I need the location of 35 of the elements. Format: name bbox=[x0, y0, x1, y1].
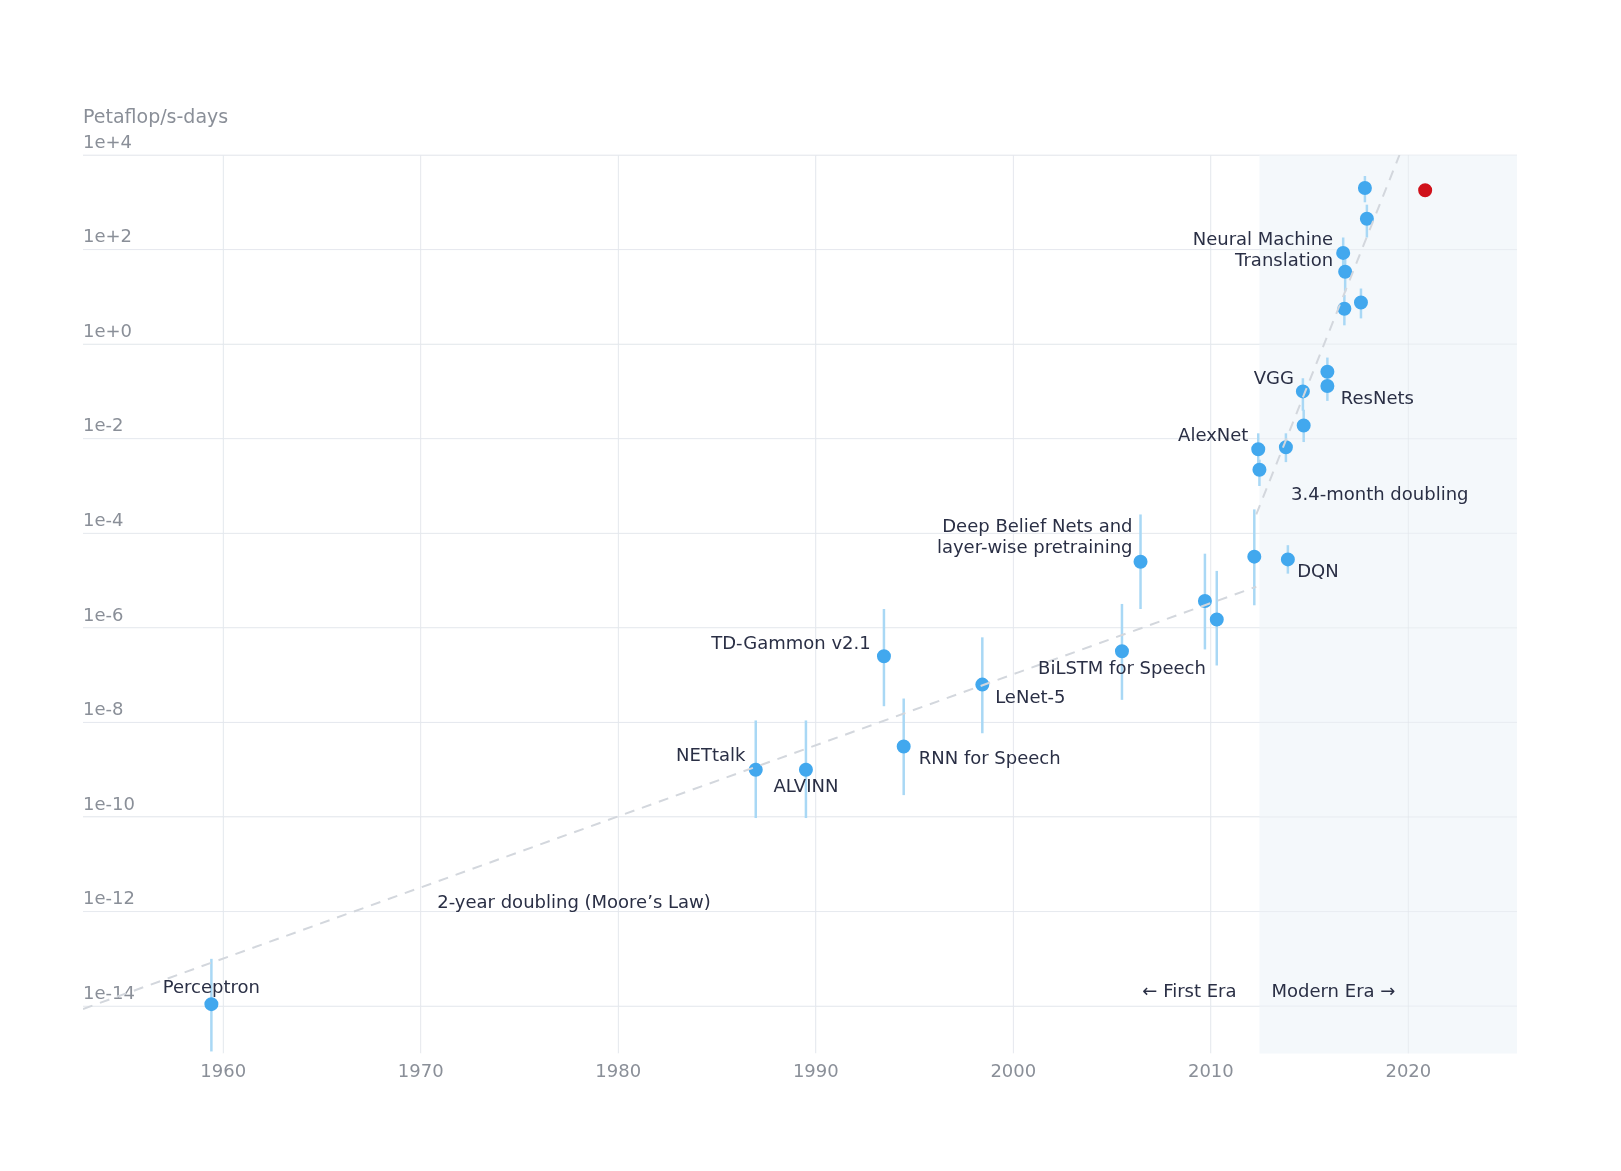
annotation: Perceptron bbox=[162, 975, 260, 997]
y-tick-label: 1e-4 bbox=[83, 508, 124, 530]
annotation: AlexNet bbox=[1178, 423, 1249, 445]
y-axis-title: Petaflop/s-days bbox=[83, 105, 229, 127]
annotation: Modern Era → bbox=[1271, 979, 1396, 1001]
annotation: ALVINN bbox=[773, 775, 839, 797]
annotation: ResNets bbox=[1340, 386, 1414, 408]
annotation: TD-Gammon v2.1 bbox=[710, 631, 871, 653]
x-tick-label: 2000 bbox=[990, 1059, 1037, 1081]
annotation: VGG bbox=[1253, 367, 1294, 389]
y-tick-label: 1e-12 bbox=[83, 887, 135, 909]
annotation: 3.4-month doubling bbox=[1291, 483, 1469, 505]
y-tick-label: 1e+0 bbox=[83, 319, 133, 341]
y-tick-label: 1e-14 bbox=[83, 981, 135, 1003]
y-tick-label: 1e-6 bbox=[83, 603, 124, 625]
annotation: DQN bbox=[1297, 560, 1339, 582]
x-tick-label: 2010 bbox=[1187, 1059, 1234, 1081]
y-tick-label: 1e-10 bbox=[83, 792, 135, 814]
y-tick-label: 1e+4 bbox=[83, 130, 133, 152]
annotation: LeNet-5 bbox=[995, 686, 1066, 708]
y-tick-label: 1e+2 bbox=[83, 225, 133, 247]
annotation: ← First Era bbox=[1142, 979, 1237, 1001]
annotation: BiLSTM for Speech bbox=[1038, 656, 1206, 678]
annotation: 2-year doubling (Moore’s Law) bbox=[437, 890, 711, 912]
x-tick-label: 1990 bbox=[792, 1059, 839, 1081]
x-tick-label: 1960 bbox=[200, 1059, 247, 1081]
y-tick-label: 1e-2 bbox=[83, 414, 124, 436]
x-tick-label: 1980 bbox=[595, 1059, 642, 1081]
x-tick-label: 2020 bbox=[1385, 1059, 1432, 1081]
y-tick-label: 1e-8 bbox=[83, 698, 124, 720]
annotation: Deep Belief Nets and layer-wise pretraining bbox=[936, 514, 1133, 557]
annotation: RNN for Speech bbox=[918, 747, 1061, 769]
annotation: NETtalk bbox=[676, 744, 746, 766]
x-tick-label: 1970 bbox=[397, 1059, 444, 1081]
annotation: Neural Machine Translation bbox=[1192, 228, 1334, 271]
